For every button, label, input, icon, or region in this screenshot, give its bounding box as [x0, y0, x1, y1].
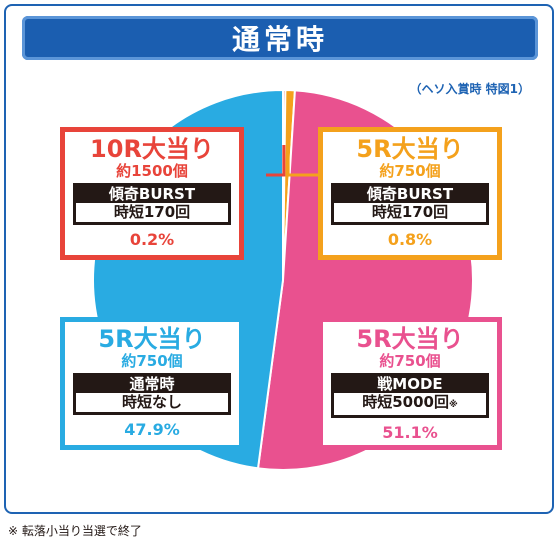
- slice-label: 5R大当り: [356, 135, 464, 163]
- slice-sub: 約750個: [121, 352, 183, 370]
- mode-label: 傾奇BURST: [366, 185, 454, 203]
- mode-panel: 戦MODE 時短5000回※: [331, 373, 489, 418]
- mode-panel: 傾奇BURST 時短170回: [73, 183, 231, 225]
- slice-sub: 約1500個: [116, 162, 188, 180]
- time-label: 時短5000回※: [334, 393, 486, 415]
- legend-box-5r-sen: 5R大当り 約750個 戦MODE 時短5000回※ 51.1%: [318, 317, 502, 450]
- footnote: ※ 転落小当り当選で終了: [8, 524, 142, 538]
- slice-label: 10R大当り: [90, 135, 214, 163]
- slice-percent: 47.9%: [124, 420, 180, 439]
- pointer-line-5r-burst: [286, 145, 318, 177]
- legend-box-5r-normal: 5R大当り 約750個 通常時 時短なし 47.9%: [60, 317, 244, 450]
- mode-label: 通常時: [129, 375, 175, 393]
- slice-sub: 約750個: [379, 352, 441, 370]
- slice-percent: 0.2%: [129, 230, 175, 249]
- source-note: （ヘソ入賞時 特図1）: [409, 82, 530, 96]
- mode-label: 傾奇BURST: [108, 185, 196, 203]
- slice-label: 5R大当り: [356, 325, 464, 353]
- slice-sub: 約750個: [379, 162, 441, 180]
- slice-percent: 0.8%: [387, 230, 433, 249]
- mode-panel: 通常時 時短なし: [73, 373, 231, 415]
- chart-title: 通常時: [22, 16, 538, 60]
- time-label: 時短170回: [334, 203, 486, 222]
- legend-box-10r: 10R大当り 約1500個 傾奇BURST 時短170回 0.2%: [60, 127, 244, 260]
- legend-box-5r-burst: 5R大当り 約750個 傾奇BURST 時短170回 0.8%: [318, 127, 502, 260]
- slice-percent: 51.1%: [382, 423, 438, 442]
- time-label: 時短170回: [76, 203, 228, 222]
- time-label: 時短なし: [76, 393, 228, 412]
- slice-label: 5R大当り: [98, 325, 206, 353]
- pointer-line-10r: [266, 145, 286, 177]
- mode-panel: 傾奇BURST 時短170回: [331, 183, 489, 225]
- footnote-mark: ※: [449, 400, 458, 410]
- mode-label: 戦MODE: [377, 375, 443, 393]
